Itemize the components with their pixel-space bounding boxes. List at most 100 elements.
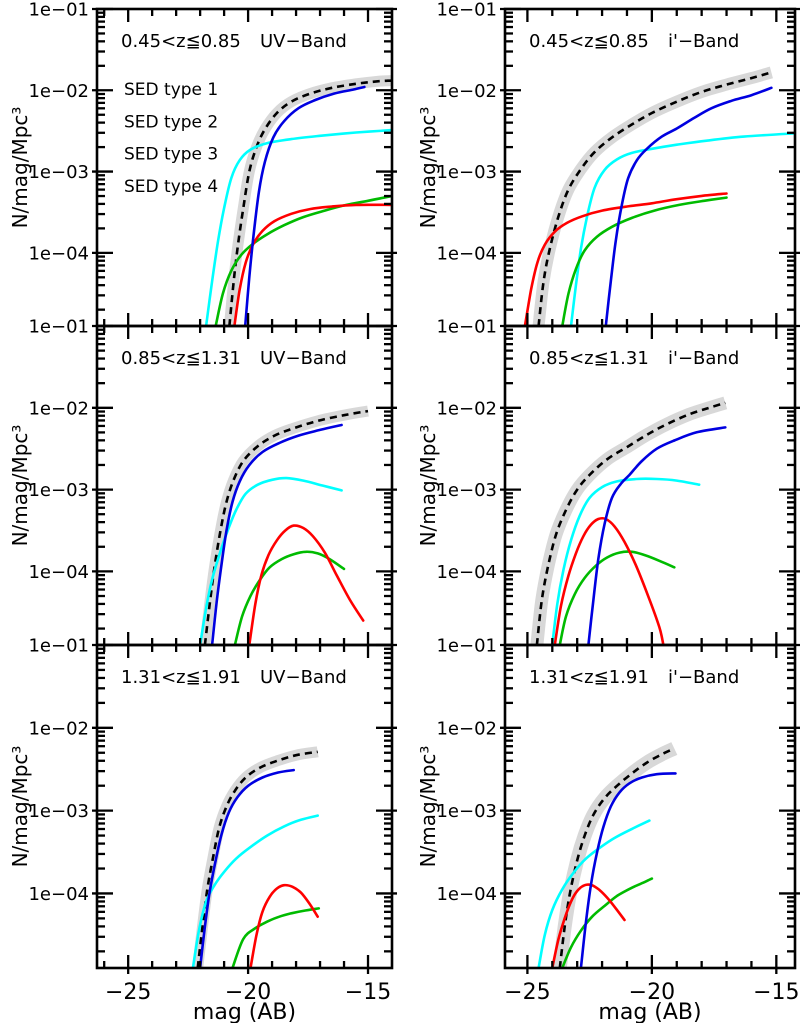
series-sed4-curve [210, 423, 343, 645]
y-tick-label: 1e−04 [28, 562, 89, 583]
y-axis-title: N/mag/Mpc³ [8, 746, 32, 868]
panel-title-band: i'−Band [668, 31, 739, 52]
legend-label-sed1: SED type 1 [124, 80, 218, 100]
y-axis-title: N/mag/Mpc³ [8, 107, 32, 229]
y-tick-label: 1e−04 [436, 243, 497, 264]
y-tick-label: 1e−01 [436, 0, 497, 21]
axis-ticks [500, 324, 800, 645]
panel-frame [503, 643, 797, 970]
plot-area [523, 66, 795, 326]
y-tick-label: 1e−03 [436, 801, 497, 822]
legend-label-sed4: SED type 4 [124, 177, 218, 197]
panel-title-zrange: 0.45<z≦0.85 [529, 31, 649, 52]
panel-title-band: UV−Band [260, 31, 347, 52]
series-total-curve [558, 747, 675, 968]
y-tick-label: 1e−01 [28, 636, 89, 657]
y-tick-label: 1e−03 [28, 480, 89, 501]
y-tick-label: 1e−01 [436, 317, 497, 338]
axis-ticks [500, 643, 800, 974]
series-sed1-curve [551, 883, 626, 968]
y-axis-title: N/mag/Mpc³ [416, 107, 440, 229]
series-sed2-curve [231, 907, 321, 968]
total-uncertainty-band [223, 75, 392, 326]
y-tick-label: 1e−04 [436, 884, 497, 905]
y-tick-label: 1e−02 [436, 398, 497, 419]
y-tick-label: 1e−04 [436, 562, 497, 583]
plot-area [204, 75, 392, 326]
panel-3: 1e−01 1e−02 1e−03 1e−04 0.85<z≦1.31 i'−Band N/… [416, 317, 800, 647]
panel-title-zrange: 0.85<z≦1.31 [529, 348, 649, 369]
y-tick-label: 1e−02 [28, 718, 89, 739]
y-axis-title: N/mag/Mpc³ [416, 425, 440, 547]
total-uncertainty-band [530, 396, 728, 645]
series-sed1-curve [248, 524, 365, 645]
panel-frame [95, 7, 394, 328]
series-sed1-curve [233, 203, 392, 326]
panel-5: 1e−01 1e−02 1e−03 1e−04 1.31<z≦1.91 i'−Band N/… [416, 636, 800, 1023]
series-sed3-curve [537, 819, 651, 968]
y-tick-label: 1e−01 [436, 636, 497, 657]
series-sed3-curve [569, 132, 795, 326]
x-axis-title: mag (AB) [598, 1000, 701, 1023]
series-sed3-curve [204, 128, 392, 326]
y-tick-label: 1e−04 [28, 884, 89, 905]
x-tick-label: −20 [225, 980, 271, 1005]
axis-ticks [92, 7, 397, 326]
x-tick-label: −25 [105, 980, 151, 1005]
legend-label-sed2: SED type 2 [124, 112, 218, 132]
x-tick-label: −15 [345, 980, 391, 1005]
panel-1: 1e−01 1e−02 1e−03 1e−04 0.45<z≦0.85 i'−Band N/… [416, 0, 800, 328]
y-axis-title: N/mag/Mpc³ [416, 746, 440, 868]
series-sed2-curve [233, 550, 346, 645]
series-sed2-curve [558, 550, 676, 645]
panel-title-zrange: 1.31<z≦1.91 [121, 667, 241, 688]
series-sed3-curve [551, 477, 701, 645]
panel-0: 1e−01 1e−02 1e−03 1e−04 0.45<z≦0.85 UV−Band N/… [8, 0, 397, 328]
series-sed3-curve [198, 476, 343, 645]
panel-title-zrange: 0.85<z≦1.31 [121, 348, 241, 369]
panel-title-zrange: 0.45<z≦0.85 [121, 31, 241, 52]
series-total-curve [196, 750, 318, 968]
y-tick-label: 1e−03 [28, 162, 89, 183]
series-total-curve [537, 71, 772, 326]
series-sed4-curve [579, 772, 677, 968]
y-tick-label: 1e−02 [436, 81, 497, 102]
y-tick-label: 1e−01 [28, 317, 89, 338]
series-sed4-curve [604, 86, 773, 326]
x-tick-label: −25 [504, 980, 550, 1005]
plot-area [537, 742, 678, 968]
y-tick-label: 1e−01 [28, 0, 89, 21]
panel-4: 1e−01 1e−02 1e−03 1e−04 1.31<z≦1.91 UV−Band N/… [8, 636, 397, 1023]
plot-area [191, 746, 321, 968]
panel-title-band: i'−Band [668, 348, 739, 369]
series-total-curve [228, 79, 392, 326]
total-uncertainty-band [532, 66, 773, 326]
legend-label-sed3: SED type 3 [124, 145, 218, 165]
y-tick-label: 1e−02 [28, 398, 89, 419]
series-sed2-curve [561, 196, 728, 326]
series-sed1-curve [523, 192, 728, 326]
y-tick-label: 1e−03 [28, 801, 89, 822]
panel-title-zrange: 1.31<z≦1.91 [529, 667, 649, 688]
series-sed1-curve [249, 883, 319, 968]
y-axis-title: N/mag/Mpc³ [8, 425, 32, 547]
series-sed1-curve [553, 516, 665, 645]
panel-2: 1e−01 1e−02 1e−03 1e−04 0.85<z≦1.31 UV−Band N/… [8, 317, 397, 647]
axis-ticks [92, 324, 397, 645]
panel-title-band: i'−Band [668, 667, 739, 688]
x-tick-label: −15 [753, 980, 799, 1005]
panel-title-band: UV−Band [260, 348, 347, 369]
panel-frame [95, 643, 394, 970]
panel-title-band: UV−Band [260, 667, 347, 688]
plot-area [198, 405, 369, 645]
series-total-curve [535, 401, 726, 645]
y-tick-label: 1e−04 [28, 243, 89, 264]
series-sed4-curve [587, 426, 727, 645]
series-sed3-curve [191, 814, 319, 968]
y-tick-label: 1e−02 [28, 81, 89, 102]
series-sed2-curve [561, 877, 654, 968]
y-tick-label: 1e−03 [436, 162, 497, 183]
series-sed4-curve [198, 768, 295, 968]
